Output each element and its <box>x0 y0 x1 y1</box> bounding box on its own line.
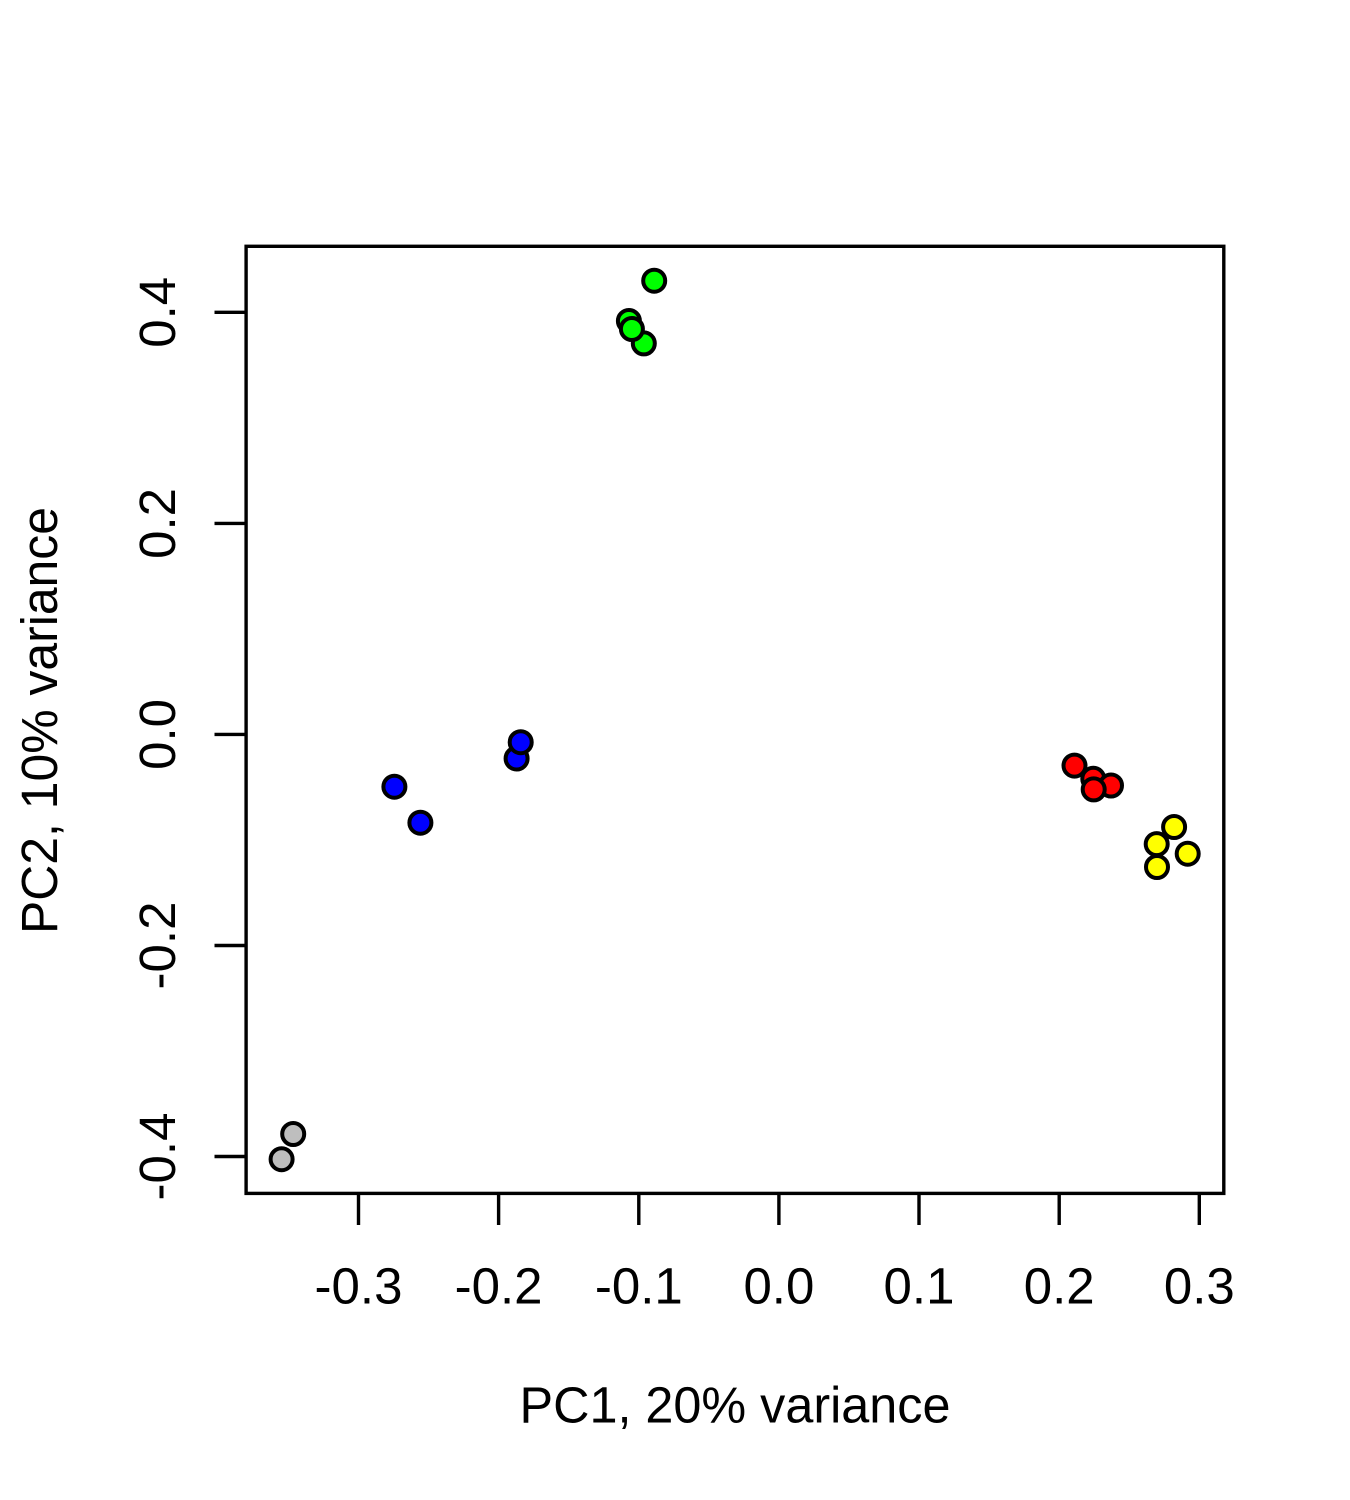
svg-text:0.1: 0.1 <box>884 1258 955 1315</box>
svg-text:0.2: 0.2 <box>1024 1258 1095 1315</box>
svg-text:-0.4: -0.4 <box>129 1113 186 1201</box>
svg-text:0.4: 0.4 <box>129 277 186 348</box>
svg-text:0.2: 0.2 <box>129 488 186 559</box>
svg-text:PC2, 10% variance: PC2, 10% variance <box>11 507 68 934</box>
svg-text:PC1, 20% variance: PC1, 20% variance <box>520 1377 951 1434</box>
svg-text:0.0: 0.0 <box>129 699 186 770</box>
svg-text:-0.2: -0.2 <box>455 1258 543 1315</box>
svg-text:-0.3: -0.3 <box>315 1258 403 1315</box>
svg-text:-0.1: -0.1 <box>595 1258 683 1315</box>
svg-text:0.3: 0.3 <box>1164 1258 1235 1315</box>
svg-text:-0.2: -0.2 <box>129 902 186 990</box>
svg-text:0.0: 0.0 <box>743 1258 814 1315</box>
